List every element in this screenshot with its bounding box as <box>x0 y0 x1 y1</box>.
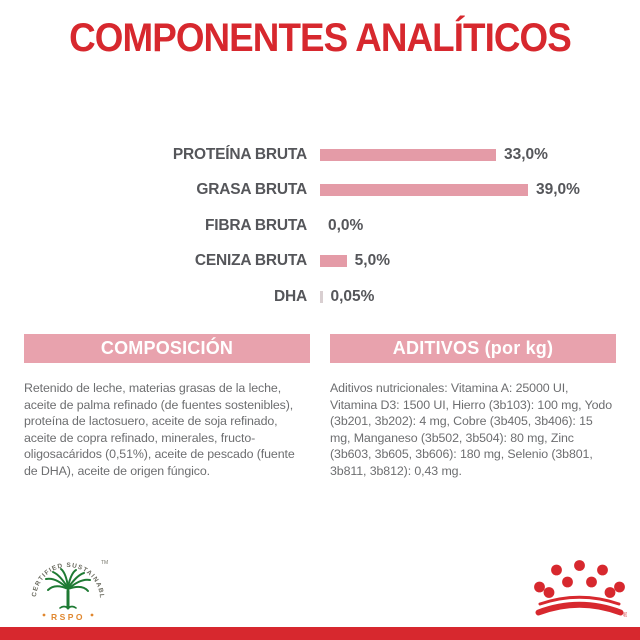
chart-category-label: PROTEÍNA BRUTA <box>172 145 307 163</box>
rspo-certification-logo: CERTIFIED SUSTAINABLE PALM OIL TM RSPO <box>22 553 108 622</box>
rspo-left-dot <box>42 613 46 617</box>
royal-canin-crown-logo: ® <box>534 560 627 619</box>
rspo-trademark: TM <box>101 560 108 566</box>
rspo-right-dot <box>90 613 94 617</box>
chart-row: GRASA BRUTA 39,0% <box>0 173 640 209</box>
rspo-circle-text: CERTIFIED SUSTAINABLE PALM OIL <box>22 553 105 599</box>
composicion-header: COMPOSICIÓN <box>24 334 310 363</box>
chart-bar <box>320 184 528 197</box>
chart-bar <box>320 290 323 303</box>
chart-value-label: 5,0% <box>354 252 390 270</box>
crown-base-arcs <box>535 595 624 616</box>
chart-category-label: GRASA BRUTA <box>196 181 307 199</box>
chart-category-label: DHA <box>274 287 307 305</box>
chart-value-label: 0,05% <box>330 287 375 305</box>
aditivos-body: Aditivos nutricionales: Vitamina A: 2500… <box>330 381 612 478</box>
crown-dots <box>534 560 625 598</box>
aditivos-header: ADITIVOS (por kg) <box>330 334 616 363</box>
composicion-section: COMPOSICIÓN Retenido de leche, materias … <box>24 334 310 480</box>
chart-value-label: 33,0% <box>504 145 548 163</box>
aditivos-section: ADITIVOS (por kg) Aditivos nutricionales… <box>330 334 616 480</box>
chart-category-label: CENIZA BRUTA <box>194 252 307 270</box>
page-title: COMPONENTES ANALÍTICOS <box>69 16 572 60</box>
analytical-components-chart: PROTEÍNA BRUTA 33,0% GRASA BRUTA 39,0% FIBRA… <box>0 137 640 315</box>
rspo-wordmark: RSPO <box>51 612 85 622</box>
chart-category-label: FIBRA BRUTA <box>205 216 307 234</box>
chart-row: PROTEÍNA BRUTA 33,0% <box>0 137 640 173</box>
chart-row: CENIZA BRUTA 5,0% <box>0 244 640 280</box>
chart-row: FIBRA BRUTA 0,0% <box>0 208 640 244</box>
palm-tree-icon <box>45 568 91 610</box>
composicion-body: Retenido de leche, materias grasas de la… <box>24 381 295 478</box>
chart-bar <box>320 148 496 161</box>
chart-bar <box>320 255 347 268</box>
chart-value-label: 0,0% <box>328 216 364 234</box>
bottom-red-band <box>0 627 640 640</box>
chart-value-label: 39,0% <box>536 181 580 199</box>
chart-row: DHA 0,05% <box>0 279 640 315</box>
registered-mark: ® <box>623 611 627 619</box>
